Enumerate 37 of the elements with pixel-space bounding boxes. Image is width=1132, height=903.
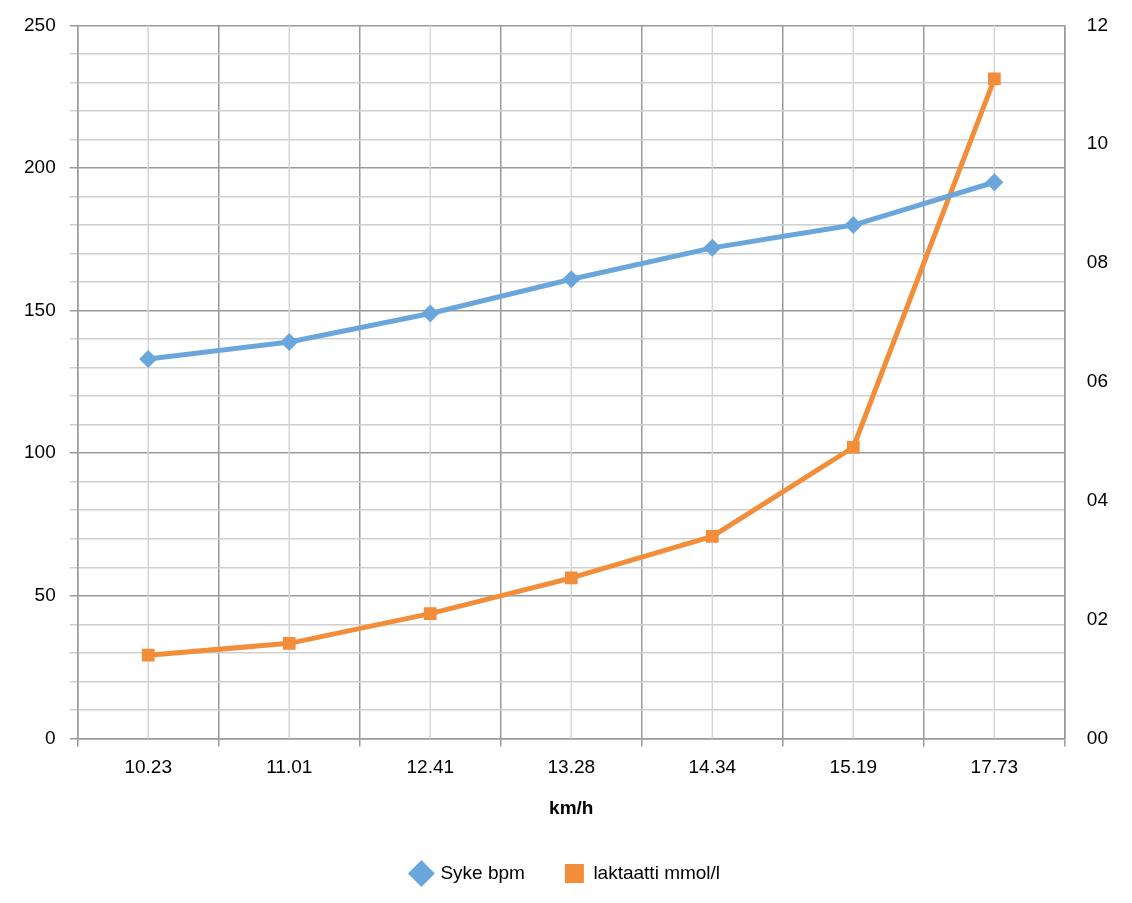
point xyxy=(844,216,863,235)
y2-tick-label: 06 xyxy=(1086,370,1109,392)
y-tick-label: 250 xyxy=(24,13,56,35)
point xyxy=(139,350,158,369)
legend-label: Syke bpm xyxy=(440,861,525,883)
point xyxy=(282,636,296,650)
point xyxy=(987,72,1001,86)
y-tick-label: 200 xyxy=(24,156,56,178)
point xyxy=(421,304,440,323)
point xyxy=(141,648,155,662)
point xyxy=(423,607,437,620)
y-tick-label: 50 xyxy=(34,584,56,606)
y2-tick-label: 04 xyxy=(1086,488,1109,510)
point xyxy=(703,238,722,257)
point xyxy=(280,332,299,351)
y2-tick-label: 10 xyxy=(1086,132,1109,154)
y2-tick-label: 08 xyxy=(1086,251,1109,273)
y-tick-label: 0 xyxy=(45,726,56,748)
x-tick-label: 15.19 xyxy=(829,756,878,778)
point xyxy=(564,571,578,585)
y2-tick-label: 12 xyxy=(1086,13,1109,35)
legend-label: laktaatti mmol/l xyxy=(593,861,721,883)
y2-tick-label: 02 xyxy=(1086,607,1109,629)
point xyxy=(985,173,1004,192)
x-tick-label: 14.34 xyxy=(688,756,737,778)
x-axis-title: km/h xyxy=(549,796,594,818)
y2-tick-label: 00 xyxy=(1086,726,1109,748)
y-tick-label: 150 xyxy=(24,298,56,320)
y-tick-label: 100 xyxy=(24,441,56,463)
x-tick-label: 11.01 xyxy=(266,756,313,778)
point xyxy=(562,270,581,289)
point xyxy=(705,530,719,543)
x-tick-label: 13.28 xyxy=(547,756,596,778)
x-tick-label: 17.73 xyxy=(970,756,1019,778)
x-tick-label: 12.41 xyxy=(406,756,455,778)
point xyxy=(846,440,860,454)
x-tick-label: 10.23 xyxy=(124,756,172,778)
